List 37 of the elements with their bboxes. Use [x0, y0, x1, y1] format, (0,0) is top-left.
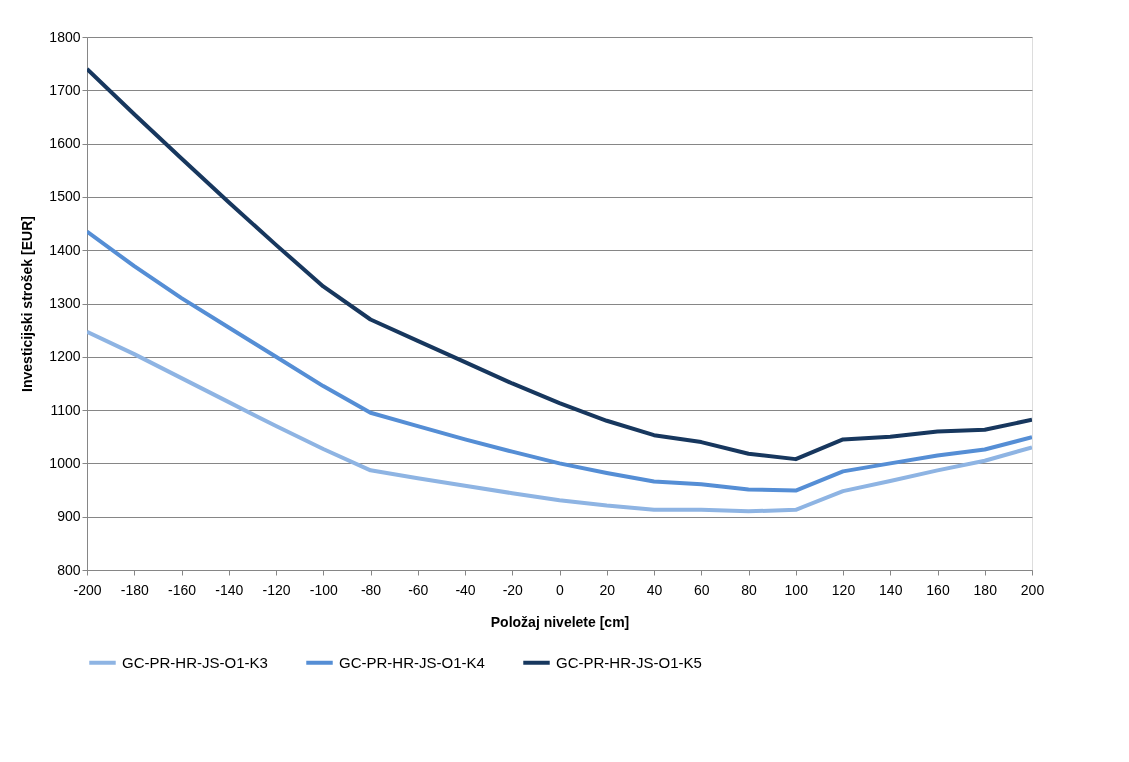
legend-label: GC-PR-HR-JS-O1-K4: [339, 653, 485, 671]
x-axis-title: Položaj nivelete [cm]: [490, 613, 630, 630]
x-tick-label: -180: [120, 581, 149, 598]
x-tick-label: -160: [167, 581, 197, 598]
y-tick-label: 800: [57, 561, 81, 578]
y-tick-label: 1000: [49, 454, 81, 471]
y-tick-label: 1500: [49, 188, 81, 205]
y-tick-label: 1700: [49, 81, 81, 98]
x-tick-label: 0: [556, 581, 565, 598]
x-tick-label: 180: [973, 581, 998, 598]
x-tick-label: -140: [215, 581, 244, 598]
y-axis-title: Investicijski strošek [EUR]: [19, 216, 36, 392]
legend-label: GC-PR-HR-JS-O1-K3: [122, 653, 268, 671]
x-tick-label: -20: [502, 581, 524, 598]
x-tick-label: -120: [262, 581, 291, 598]
x-tick-label: 20: [599, 581, 616, 598]
x-tick-label: -60: [408, 581, 429, 598]
y-tick-label: 1200: [49, 348, 81, 365]
x-tick-label: 80: [741, 581, 757, 598]
y-tick-label: 1600: [49, 135, 81, 152]
y-tick-label: 1800: [49, 28, 81, 45]
y-tick-label: 1300: [49, 295, 81, 311]
x-tick-label: -200: [73, 581, 102, 598]
x-tick-label: 140: [879, 581, 903, 598]
x-tick-label: -80: [360, 581, 382, 598]
legend-label: GC-PR-HR-JS-O1-K5: [556, 653, 702, 671]
x-tick-label: 100: [784, 581, 809, 598]
y-tick-label: 900: [57, 508, 81, 525]
x-tick-label: 160: [926, 581, 950, 598]
y-tick-label: 1100: [50, 401, 81, 418]
x-tick-label: 120: [831, 581, 856, 598]
x-tick-label: 40: [646, 581, 663, 598]
y-tick-label: 1400: [49, 241, 81, 258]
x-tick-label: -40: [455, 581, 476, 598]
x-tick-label: 60: [693, 581, 710, 598]
x-tick-label: 200: [1020, 581, 1045, 598]
x-tick-label: -100: [309, 581, 338, 598]
